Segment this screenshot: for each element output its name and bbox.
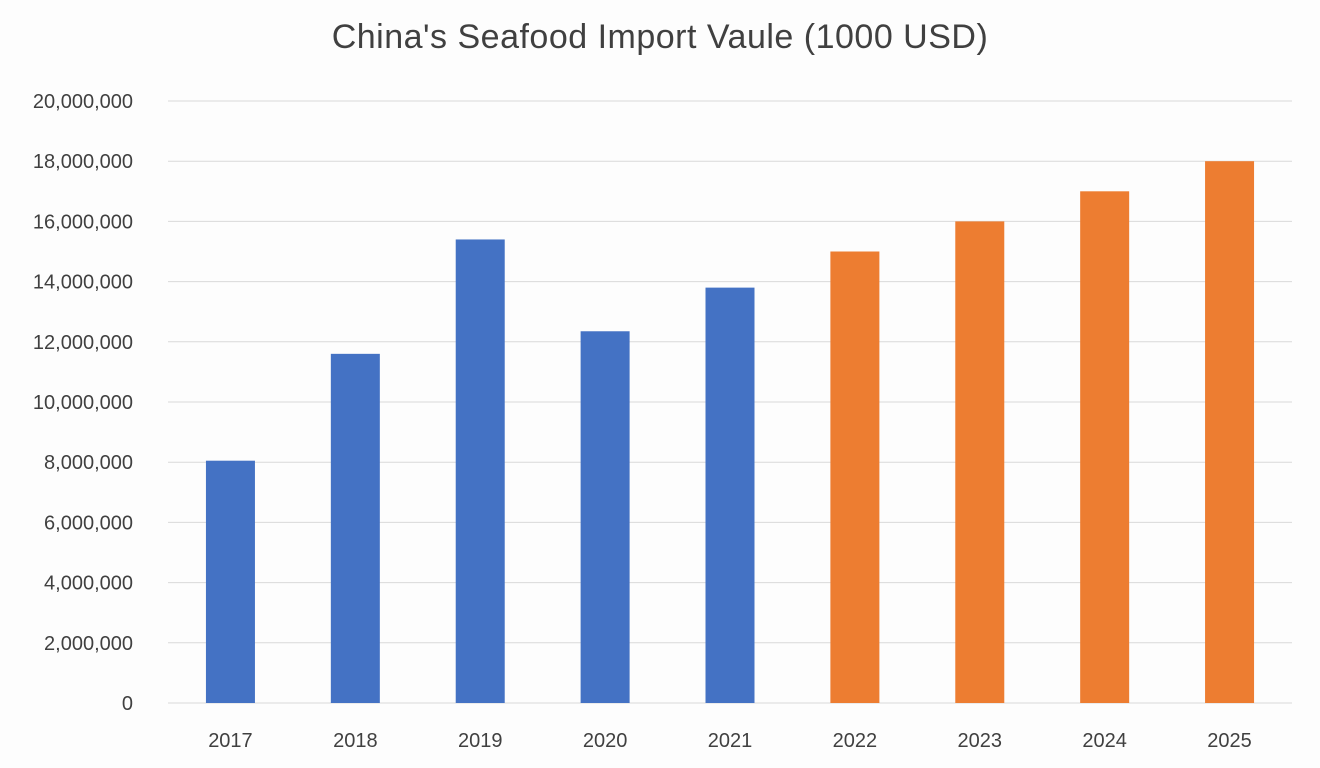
chart-title: China's Seafood Import Vaule (1000 USD) [331, 18, 989, 56]
bar-2025 [1205, 161, 1255, 703]
y-tick-label: 2,000,000 [44, 633, 133, 655]
bar-2017 [205, 460, 255, 703]
y-tick-label: 14,000,000 [33, 272, 133, 294]
bar-2021 [705, 287, 755, 703]
x-tick-label: 2018 [333, 730, 378, 752]
y-tick-label: 10,000,000 [33, 392, 133, 414]
y-tick-label: 12,000,000 [33, 332, 133, 354]
x-tick-label: 2017 [208, 730, 253, 752]
x-tick-label: 2019 [458, 730, 503, 752]
y-tick-label: 20,000,000 [33, 91, 133, 113]
bar-2022 [830, 251, 880, 703]
bar-2018 [330, 353, 380, 703]
y-tick-label: 6,000,000 [44, 512, 133, 534]
x-tick-label: 2020 [583, 730, 628, 752]
bar-2024 [1080, 191, 1130, 704]
y-tick-label: 16,000,000 [33, 211, 133, 233]
y-tick-label: 8,000,000 [44, 452, 133, 474]
x-tick-label: 2024 [1082, 730, 1127, 752]
bar-2023 [955, 221, 1005, 703]
bar-2020 [580, 331, 630, 703]
x-tick-label: 2023 [958, 730, 1003, 752]
y-tick-label: 0 [122, 693, 133, 715]
x-tick-label: 2022 [833, 730, 878, 752]
y-tick-label: 4,000,000 [44, 573, 133, 595]
y-tick-label: 18,000,000 [33, 151, 133, 173]
bar-2019 [455, 239, 505, 703]
x-tick-label: 2021 [708, 730, 753, 752]
x-tick-label: 2025 [1207, 730, 1252, 752]
